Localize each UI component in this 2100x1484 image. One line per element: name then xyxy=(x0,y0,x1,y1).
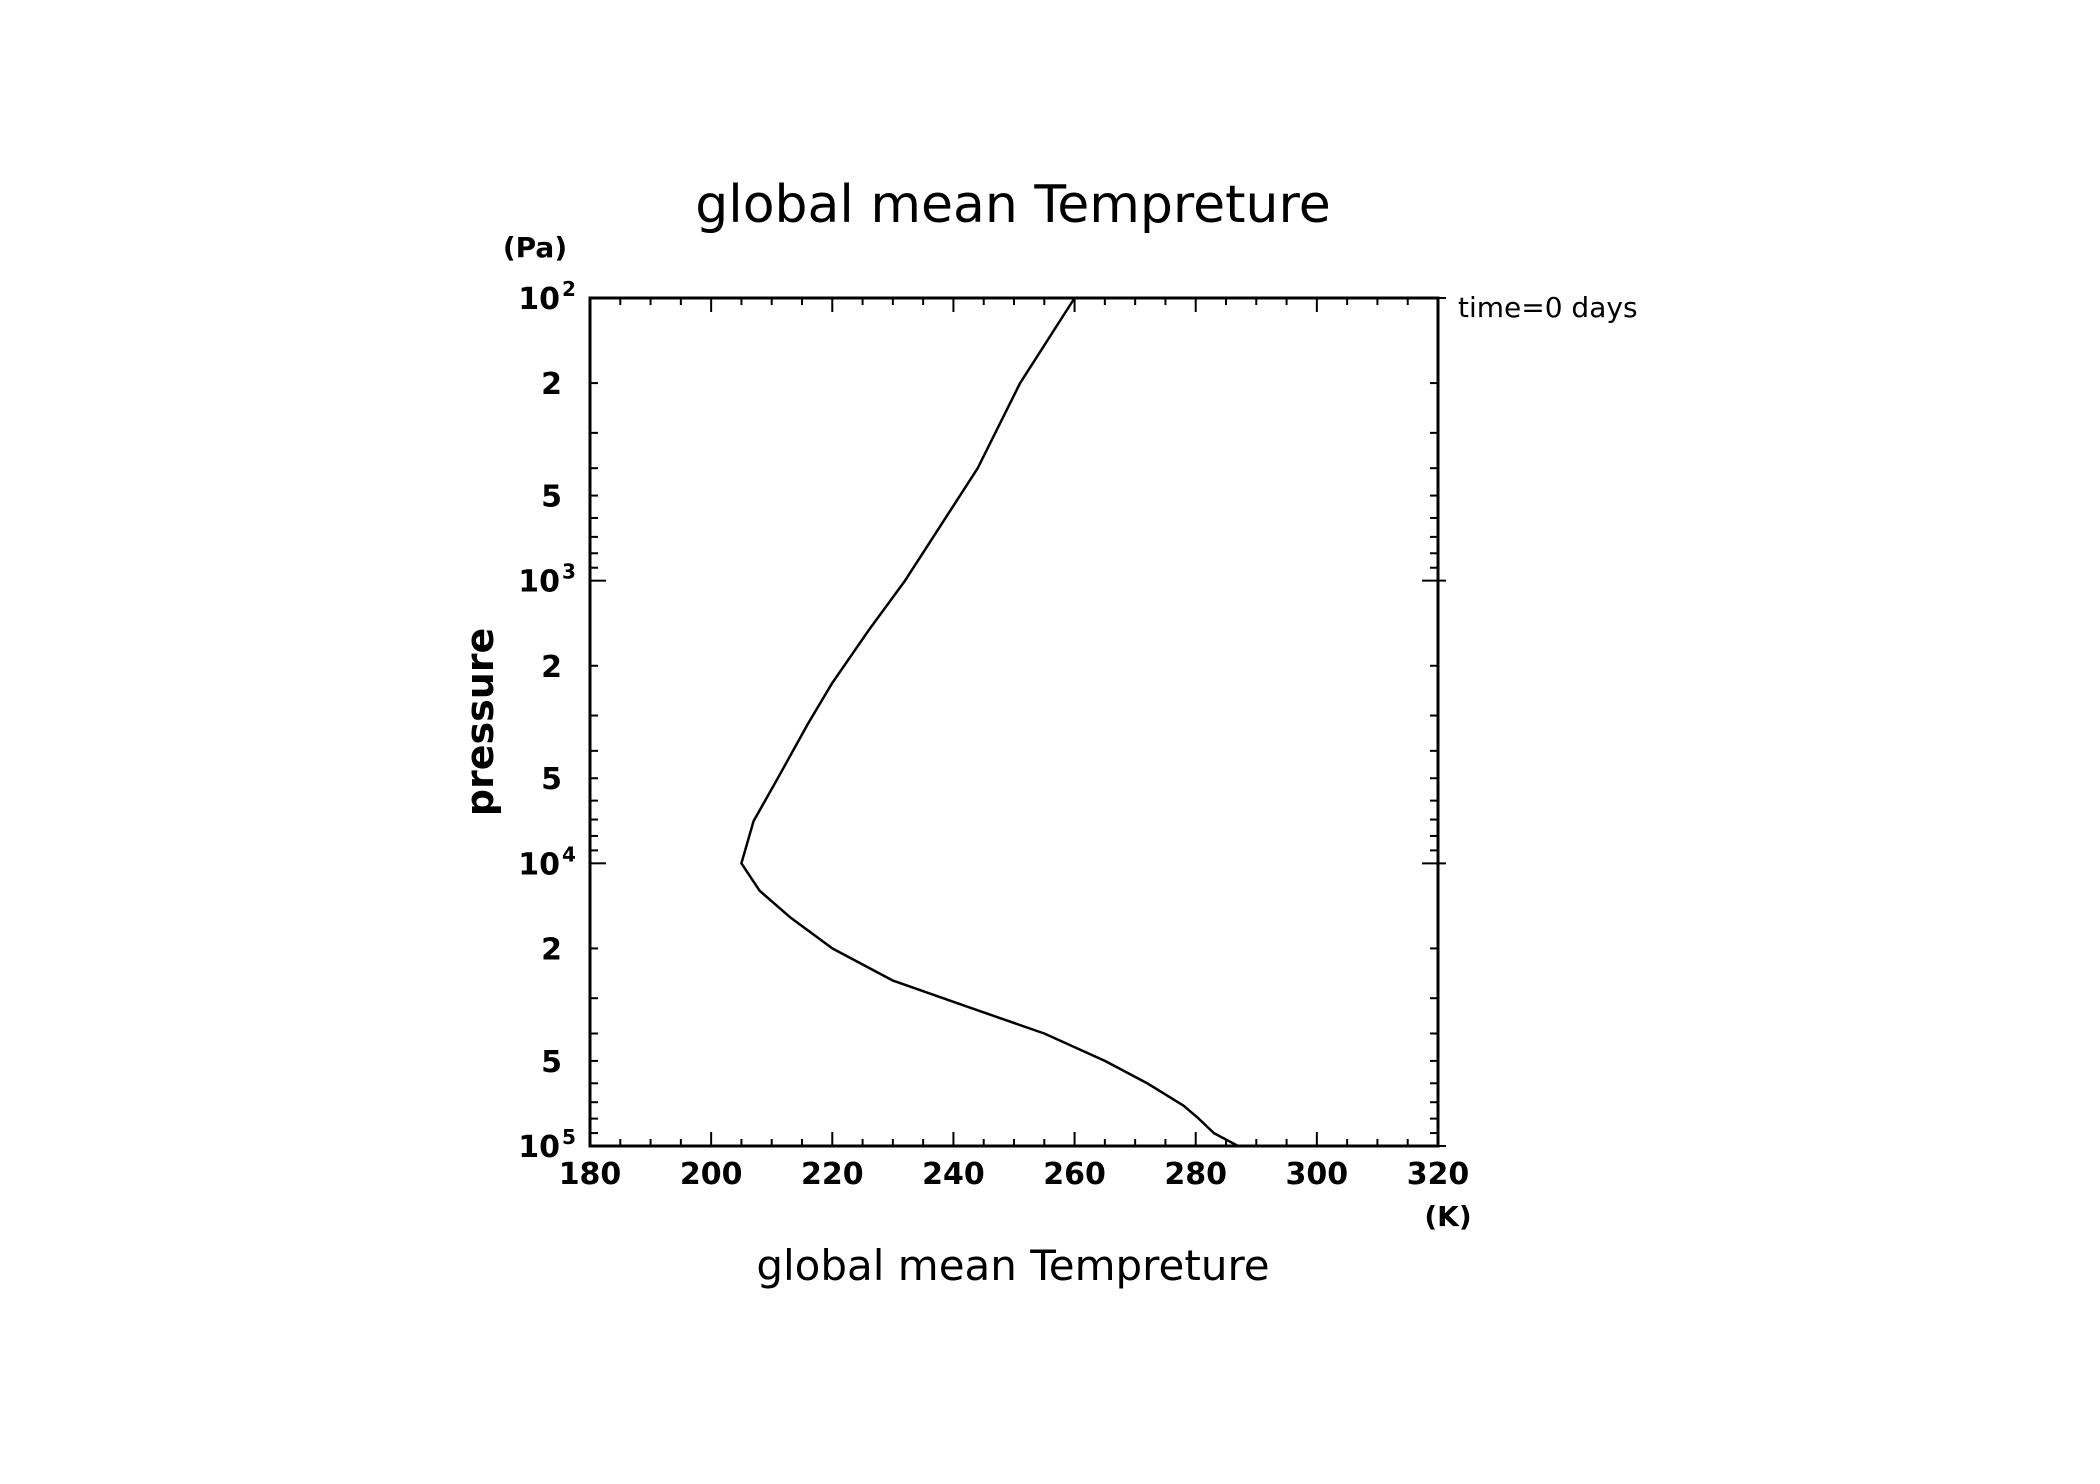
y-tick-label: 10 xyxy=(518,282,560,317)
temperature-profile-line xyxy=(740,297,1239,1148)
y-minor-tick-label: 5 xyxy=(541,762,562,797)
x-axis-unit: (K) xyxy=(1424,1200,1471,1233)
y-axis-unit: (Pa) xyxy=(503,231,567,264)
x-tick-label: 300 xyxy=(1286,1157,1349,1192)
y-minor-tick-label: 2 xyxy=(541,650,562,685)
x-tick-label: 320 xyxy=(1407,1157,1470,1192)
x-tick-label: 200 xyxy=(680,1157,743,1192)
y-minor-tick-label: 5 xyxy=(541,1045,562,1080)
y-minor-tick-label: 5 xyxy=(541,480,562,515)
y-tick-label: 10 xyxy=(518,1130,560,1165)
y-axis-label: pressure xyxy=(458,628,502,817)
y-minor-tick-label: 2 xyxy=(541,932,562,967)
y-tick-label: 10 xyxy=(518,565,560,600)
series xyxy=(740,297,1239,1148)
time-annotation: time=0 days xyxy=(1458,291,1638,324)
x-tick-label: 280 xyxy=(1164,1157,1227,1192)
y-tick-exponent: 3 xyxy=(562,560,576,584)
x-axis-label: global mean Tempreture xyxy=(756,1241,1269,1290)
x-tick-label: 220 xyxy=(801,1157,864,1192)
chart-title: global mean Tempreture xyxy=(695,175,1331,235)
x-tick-label: 180 xyxy=(559,1157,622,1192)
y-tick-exponent: 2 xyxy=(562,277,576,301)
plot-frame xyxy=(588,296,1440,1148)
y-tick-label: 10 xyxy=(518,847,560,882)
y-minor-tick-label: 2 xyxy=(541,367,562,402)
y-tick-exponent: 4 xyxy=(562,842,576,866)
y-tick-exponent: 5 xyxy=(562,1125,576,1149)
x-tick-label: 240 xyxy=(922,1157,985,1192)
x-tick-label: 260 xyxy=(1043,1157,1106,1192)
